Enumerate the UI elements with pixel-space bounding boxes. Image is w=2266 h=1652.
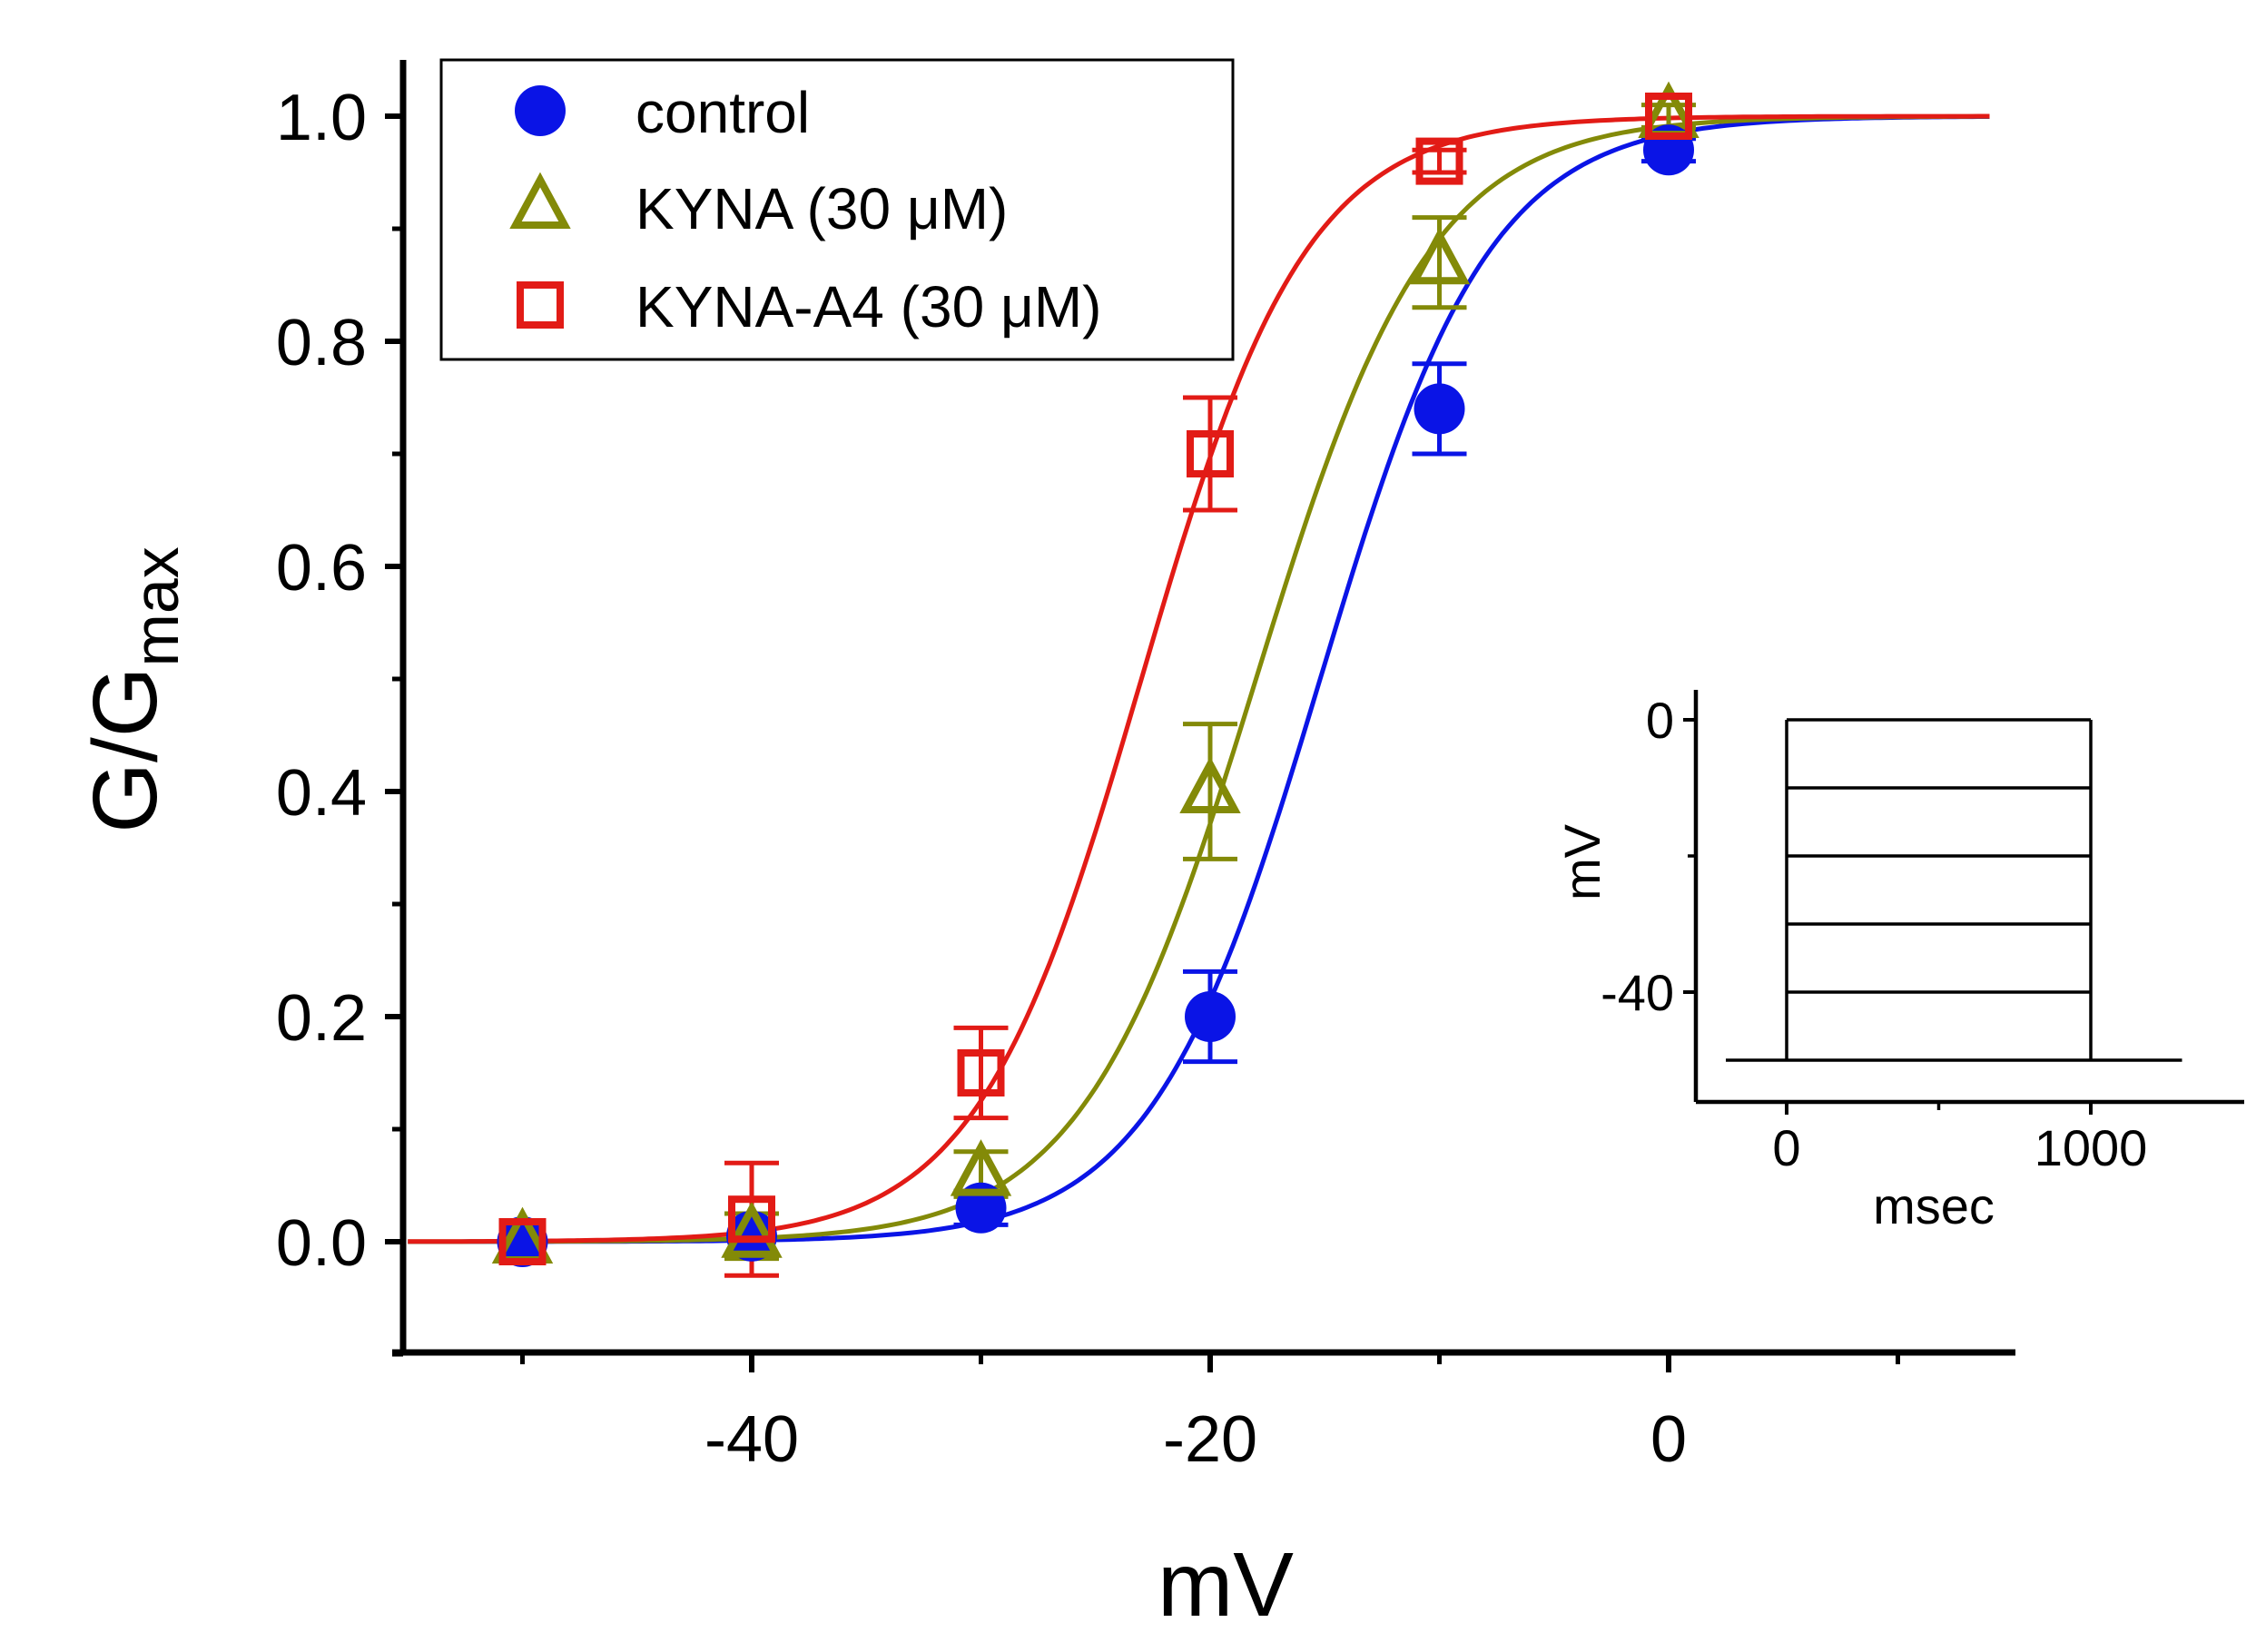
legend-label-kyna-a4: KYNA-A4 (30 μM)	[635, 274, 1101, 339]
point-control	[497, 1216, 548, 1267]
legend-box	[439, 58, 1235, 361]
y-tick-label: 0.2	[276, 982, 367, 1055]
x-tick-label: 0	[1650, 1403, 1687, 1476]
legend-label-control: control	[635, 80, 810, 145]
y-ticks: 0.0 0.2 0.4 0.6 0.8 1.0	[276, 82, 403, 1357]
inset-x-tick-label: 0	[1772, 1119, 1800, 1176]
point-kyna-a4-30-m	[1415, 137, 1463, 185]
point-control	[1185, 991, 1236, 1042]
y-axis-label: G/Gmax	[74, 546, 192, 833]
y-tick-label: 0.0	[276, 1207, 367, 1280]
error-bar-kyna-30-m	[1183, 722, 1237, 861]
x-tick-label: -20	[1163, 1403, 1257, 1476]
data-points	[491, 81, 1700, 1267]
point-kyna-30-m	[950, 1139, 1012, 1196]
main-axes	[392, 60, 2015, 1356]
legend-marker-symbol	[517, 281, 564, 329]
legend-marker-kyna	[509, 172, 571, 229]
y-tick-label: 0.8	[276, 307, 367, 379]
point-kyna-a4-30-m	[1645, 93, 1692, 140]
x-axis-label: mV	[1158, 1534, 1294, 1636]
x-ticks: -40 -20 0	[520, 1352, 1900, 1476]
legend: control KYNA (30 μM) KYNA-A4 (30 μM)	[439, 58, 1235, 361]
inset-y-tick-label: 0	[1646, 692, 1674, 749]
inset-y-tick-label: -40	[1601, 964, 1674, 1021]
error-bar-kyna-a4-30-m	[953, 1025, 1009, 1121]
y-tick-label: 1.0	[276, 82, 367, 154]
inset-x-axis-label: msec	[1873, 1177, 1995, 1234]
point-kyna-a4-30-m	[498, 1218, 547, 1265]
legend-marker-symbol	[515, 85, 566, 136]
error-bar-kyna-a4-30-m	[1183, 395, 1237, 513]
x-tick-label: -40	[704, 1403, 799, 1476]
legend-label-kyna: KYNA (30 μM)	[635, 176, 1008, 241]
point-kyna-30-m	[1179, 756, 1241, 813]
inset-x-tick-label: 1000	[2034, 1119, 2148, 1176]
point-kyna-30-m	[721, 1201, 783, 1258]
error-bars	[724, 103, 1696, 1278]
inset-traces	[1726, 718, 2182, 1062]
y-tick-label: 0.4	[276, 757, 367, 830]
inset-ticks: 0 -40 0 1000	[1601, 692, 2147, 1176]
fit-curve-kyna-a4-30-m	[408, 113, 1990, 1244]
y-axis-label-sub: max	[121, 546, 192, 666]
point-kyna-a4-30-m	[957, 1049, 1005, 1096]
legend-marker-control	[515, 85, 566, 136]
point-kyna-a4-30-m	[728, 1195, 775, 1244]
legend-marker-kyna-a4	[517, 281, 564, 329]
point-kyna-30-m	[1408, 227, 1471, 285]
y-tick-label: 0.6	[276, 532, 367, 605]
y-axis-label-main: G/G	[74, 666, 176, 832]
inset-y-axis-label: mV	[1553, 823, 1611, 900]
inset-voltage-protocol: 0 -40 0 1000 msec mV	[1553, 690, 2244, 1234]
point-control	[1414, 383, 1465, 435]
legend-marker-symbol	[509, 172, 571, 229]
point-kyna-a4-30-m	[1187, 430, 1234, 477]
